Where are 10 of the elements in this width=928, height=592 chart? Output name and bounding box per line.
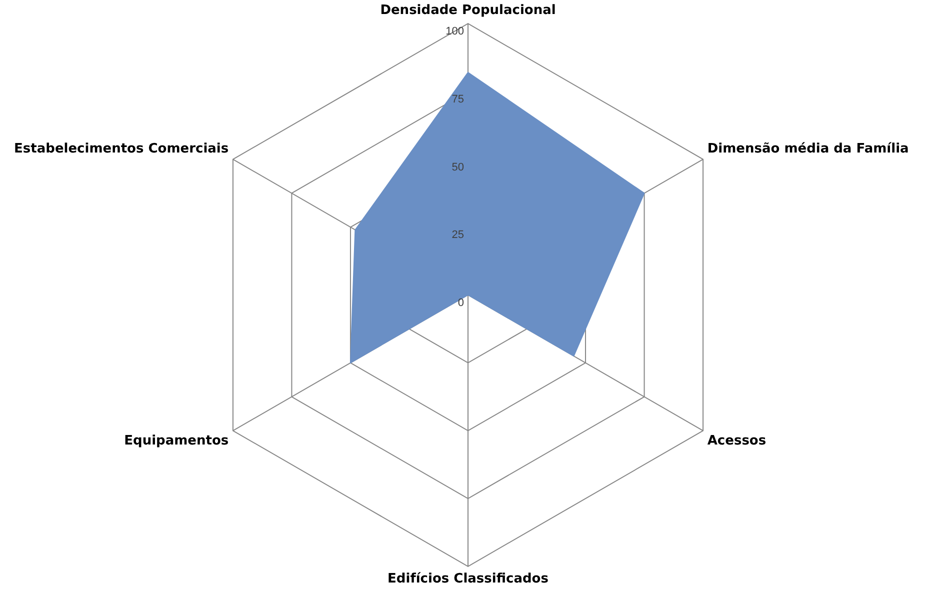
spoke-label: Acessos: [707, 433, 766, 448]
y-tick-label: 25: [452, 229, 464, 242]
spoke-label: Edifícios Classificados: [388, 572, 549, 587]
y-tick-label: 75: [452, 93, 464, 106]
spoke-label: Equipamentos: [124, 433, 229, 448]
spoke-label: Densidade Populacional: [380, 3, 556, 18]
spoke-label: Dimensão média da Família: [707, 141, 909, 156]
spoke-label: Estabelecimentos Comerciais: [14, 141, 229, 156]
y-tick-label: 50: [452, 161, 464, 174]
y-tick-label: 0: [458, 297, 464, 310]
